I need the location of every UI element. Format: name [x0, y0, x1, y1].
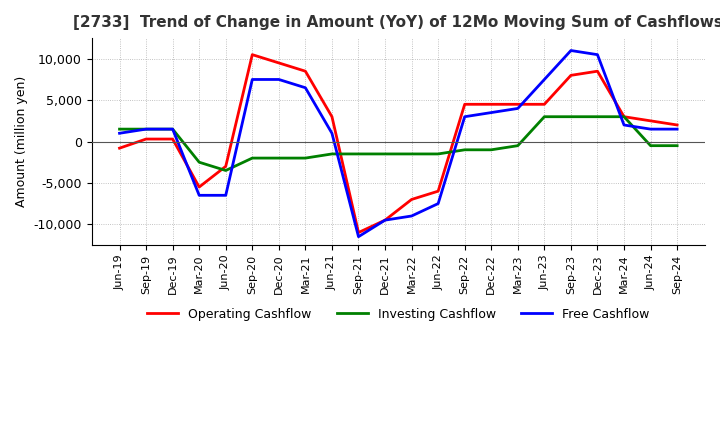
- Operating Cashflow: [354, 230, 363, 235]
- Investing Cashflow: [434, 151, 443, 157]
- Free Cashflow: [567, 48, 575, 53]
- Free Cashflow: [460, 114, 469, 119]
- Free Cashflow: [487, 110, 495, 115]
- Investing Cashflow: [567, 114, 575, 119]
- Free Cashflow: [115, 131, 124, 136]
- Operating Cashflow: [115, 146, 124, 151]
- Operating Cashflow: [142, 136, 150, 142]
- Operating Cashflow: [540, 102, 549, 107]
- Investing Cashflow: [647, 143, 655, 148]
- Free Cashflow: [195, 193, 204, 198]
- Free Cashflow: [328, 131, 336, 136]
- Legend: Operating Cashflow, Investing Cashflow, Free Cashflow: Operating Cashflow, Investing Cashflow, …: [142, 303, 654, 326]
- Investing Cashflow: [248, 155, 256, 161]
- Operating Cashflow: [381, 217, 390, 223]
- Investing Cashflow: [460, 147, 469, 152]
- Operating Cashflow: [672, 122, 681, 128]
- Investing Cashflow: [381, 151, 390, 157]
- Investing Cashflow: [408, 151, 416, 157]
- Investing Cashflow: [222, 168, 230, 173]
- Operating Cashflow: [620, 114, 629, 119]
- Operating Cashflow: [647, 118, 655, 124]
- Investing Cashflow: [115, 126, 124, 132]
- Operating Cashflow: [460, 102, 469, 107]
- Free Cashflow: [513, 106, 522, 111]
- Free Cashflow: [381, 217, 390, 223]
- Free Cashflow: [408, 213, 416, 219]
- Investing Cashflow: [487, 147, 495, 152]
- Free Cashflow: [620, 122, 629, 128]
- Free Cashflow: [647, 126, 655, 132]
- Operating Cashflow: [567, 73, 575, 78]
- Investing Cashflow: [142, 126, 150, 132]
- Operating Cashflow: [487, 102, 495, 107]
- Investing Cashflow: [168, 126, 177, 132]
- Investing Cashflow: [354, 151, 363, 157]
- Investing Cashflow: [328, 151, 336, 157]
- Y-axis label: Amount (million yen): Amount (million yen): [15, 76, 28, 207]
- Free Cashflow: [354, 234, 363, 239]
- Operating Cashflow: [593, 69, 602, 74]
- Investing Cashflow: [540, 114, 549, 119]
- Free Cashflow: [222, 193, 230, 198]
- Line: Operating Cashflow: Operating Cashflow: [120, 55, 677, 233]
- Investing Cashflow: [513, 143, 522, 148]
- Free Cashflow: [593, 52, 602, 57]
- Title: [2733]  Trend of Change in Amount (YoY) of 12Mo Moving Sum of Cashflows: [2733] Trend of Change in Amount (YoY) o…: [73, 15, 720, 30]
- Investing Cashflow: [672, 143, 681, 148]
- Investing Cashflow: [195, 160, 204, 165]
- Operating Cashflow: [248, 52, 256, 57]
- Operating Cashflow: [434, 188, 443, 194]
- Operating Cashflow: [301, 69, 310, 74]
- Operating Cashflow: [328, 114, 336, 119]
- Investing Cashflow: [274, 155, 283, 161]
- Free Cashflow: [301, 85, 310, 90]
- Free Cashflow: [274, 77, 283, 82]
- Free Cashflow: [672, 126, 681, 132]
- Free Cashflow: [434, 201, 443, 206]
- Line: Free Cashflow: Free Cashflow: [120, 51, 677, 237]
- Operating Cashflow: [168, 136, 177, 142]
- Line: Investing Cashflow: Investing Cashflow: [120, 117, 677, 170]
- Free Cashflow: [168, 126, 177, 132]
- Free Cashflow: [540, 77, 549, 82]
- Operating Cashflow: [408, 197, 416, 202]
- Operating Cashflow: [513, 102, 522, 107]
- Operating Cashflow: [274, 60, 283, 66]
- Investing Cashflow: [620, 114, 629, 119]
- Investing Cashflow: [301, 155, 310, 161]
- Investing Cashflow: [593, 114, 602, 119]
- Operating Cashflow: [195, 184, 204, 190]
- Free Cashflow: [142, 126, 150, 132]
- Free Cashflow: [248, 77, 256, 82]
- Operating Cashflow: [222, 164, 230, 169]
